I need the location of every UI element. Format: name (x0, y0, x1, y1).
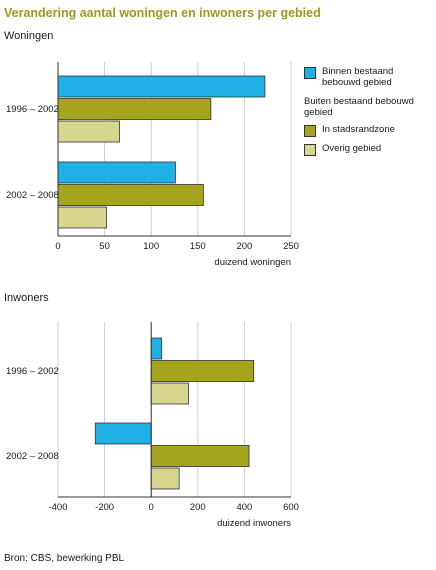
x-tick-label: 200 (190, 502, 206, 513)
bar-stadsrand (150, 360, 255, 382)
x-tick-label: 150 (190, 241, 206, 252)
x-tick-label: 400 (236, 502, 252, 513)
bar-stadsrand (150, 445, 250, 467)
bar-binnen (94, 422, 152, 445)
legend-heading-buiten: Buiten bestaand bebouwd gebied (304, 96, 414, 118)
legend-swatch-stadsrand (304, 125, 316, 137)
bar-overig (150, 382, 189, 405)
legend-item-stadsrand: In stadsrandzone (304, 124, 434, 137)
legend-label-overig: Overig gebied (322, 143, 382, 154)
chart-title: Verandering aantal woningen en inwoners … (4, 6, 321, 20)
source-note: Bron: CBS, bewerking PBL (4, 553, 125, 564)
x-axis-label: duizend woningen (214, 257, 291, 268)
x-tick-label: -200 (95, 502, 114, 513)
category-label: 2002 – 2008 (6, 451, 59, 462)
legend-label-stadsrand: In stadsrandzone (322, 124, 395, 135)
legend-label-binnen: Binnen bestaand bebouwd gebied (322, 66, 394, 88)
x-tick-label: 100 (143, 241, 159, 252)
legend-swatch-overig (304, 144, 316, 156)
subtitle-woningen: Woningen (4, 30, 54, 42)
category-label: 1996 – 2002 (6, 366, 59, 377)
x-tick-label: 200 (236, 241, 252, 252)
x-tick-label: 50 (99, 241, 110, 252)
x-tick-label: 250 (283, 241, 299, 252)
bar-binnen (150, 337, 163, 360)
x-axis-label: duizend inwoners (217, 518, 291, 529)
legend-swatch-binnen (304, 67, 316, 79)
x-tick-label: 0 (55, 241, 60, 252)
legend-item-overig: Overig gebied (304, 143, 434, 156)
category-label: 1996 – 2002 (6, 104, 59, 115)
bar-overig (150, 467, 180, 490)
x-tick-label: -400 (48, 502, 67, 513)
legend-item-binnen: Binnen bestaand bebouwd gebied (304, 66, 434, 88)
x-tick-label: 600 (283, 502, 299, 513)
x-tick-label: 0 (149, 502, 154, 513)
subtitle-inwoners: Inwoners (4, 292, 49, 304)
category-label: 2002 – 2008 (6, 190, 59, 201)
legend: Binnen bestaand bebouwd gebied Buiten be… (304, 66, 434, 162)
